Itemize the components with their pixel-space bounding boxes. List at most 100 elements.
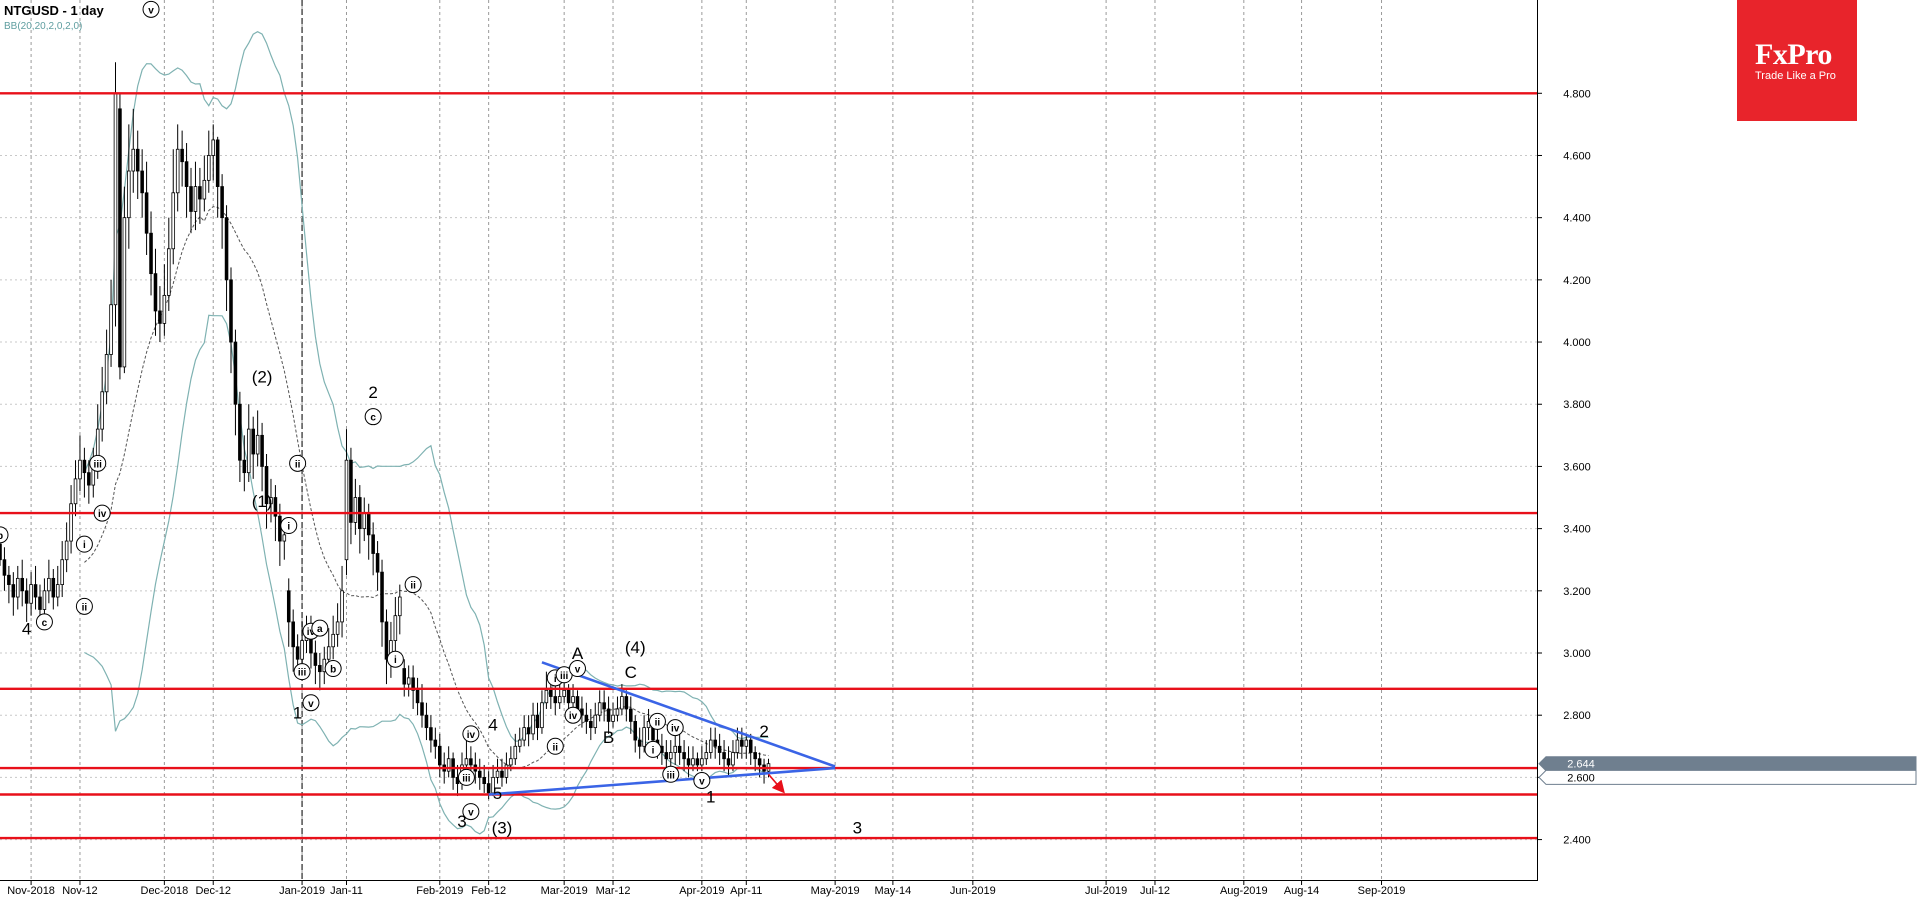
candle-body-bull <box>731 752 735 766</box>
x-tick-label: Nov-12 <box>62 885 97 897</box>
candle <box>207 130 211 193</box>
subwave-circle <box>693 771 711 789</box>
candle <box>624 690 629 722</box>
candle <box>82 447 87 498</box>
candle-body-bear <box>260 434 264 467</box>
subwave-circle <box>404 576 422 594</box>
candle <box>0 534 2 566</box>
candle-body-bull <box>611 714 615 722</box>
subwave-label: v <box>302 694 320 712</box>
candle-body-bull <box>109 304 113 355</box>
candle <box>255 410 260 467</box>
candle-body-bear <box>380 571 384 623</box>
candle-body-bear <box>278 515 282 542</box>
wave-label: 3 <box>853 818 862 837</box>
wave-label: 3 <box>457 812 466 831</box>
candle-body-bull <box>55 584 60 598</box>
candle-body-bear <box>233 341 238 405</box>
candle-body-bull <box>704 752 709 760</box>
candle <box>78 435 82 492</box>
x-tick-label: Nov-2018 <box>7 885 55 897</box>
subwave-text: ii <box>82 602 88 613</box>
candle-body-bear <box>748 739 753 753</box>
candle-body-bear <box>238 403 242 461</box>
x-tick-label: May-14 <box>875 885 912 897</box>
candle-body-bull <box>326 646 331 660</box>
y-tick-label: 3.800 <box>1563 399 1591 411</box>
candle <box>198 167 202 224</box>
price-tag: 2.600 <box>1538 769 1917 785</box>
candle <box>375 541 380 591</box>
subwave-text: c <box>42 618 48 629</box>
candle-body-bull <box>246 428 251 474</box>
fxpro-logo: FxPro Trade Like a Pro <box>1737 0 1857 121</box>
candle <box>29 572 33 616</box>
subwave-circle <box>364 408 382 426</box>
subwave-circle <box>324 660 342 678</box>
candle-body-bull <box>398 596 402 617</box>
candle-body-bear <box>486 783 491 794</box>
candle-body-bull <box>509 758 513 766</box>
wave-label: (1) <box>252 492 273 511</box>
subwave-text: iii <box>560 671 569 682</box>
candle-body-bear <box>251 428 255 455</box>
candle-body-bull <box>735 739 740 753</box>
candle-body-bull <box>113 92 118 306</box>
candle <box>220 174 224 249</box>
subwave-text: b <box>0 531 3 542</box>
candle <box>349 447 353 545</box>
candle <box>704 740 709 765</box>
subwave-text: iii <box>667 770 676 781</box>
candle-body-bear <box>575 696 580 710</box>
subwave-label: i <box>75 535 93 553</box>
candle <box>673 733 677 765</box>
candle <box>513 733 518 765</box>
subwave-label: ii <box>648 712 666 730</box>
subwave-circle <box>89 454 107 472</box>
candle <box>429 715 433 753</box>
wave-label: (2) <box>252 367 273 386</box>
candle-body-bull <box>540 702 544 729</box>
wave-label: (4) <box>625 638 646 657</box>
candle <box>637 727 642 759</box>
subwave-text: i <box>652 745 655 756</box>
candle <box>189 167 193 234</box>
y-axis-area <box>1537 0 1918 898</box>
candle <box>438 733 442 778</box>
candle-body-bear <box>140 170 144 194</box>
candle-body-bear <box>633 721 638 741</box>
candle-body-bear <box>682 752 686 760</box>
candle <box>606 696 611 734</box>
x-tick-label: Aug-2019 <box>1220 885 1268 897</box>
candle-body-bull <box>122 217 127 368</box>
candle-body-bull <box>504 764 509 778</box>
candle-body-bear <box>273 497 278 517</box>
candle-body-bear <box>757 758 762 766</box>
x-tick-label: Feb-12 <box>471 885 506 897</box>
candle <box>353 478 358 535</box>
x-axis-area <box>0 880 1918 898</box>
candle-body-bear <box>686 758 691 766</box>
wave-label: A <box>572 644 584 663</box>
candle-body-bear <box>198 186 202 200</box>
subwave-circle <box>462 725 480 743</box>
candle <box>593 702 598 734</box>
candle-body-bear <box>438 745 442 766</box>
candle <box>682 740 686 772</box>
wave-label: 4 <box>22 619 31 638</box>
candle <box>540 690 544 734</box>
candle-body-bear <box>726 758 731 766</box>
subwave-text: v <box>699 776 705 787</box>
candle <box>251 416 255 479</box>
y-tick-label: 3.400 <box>1563 524 1591 536</box>
indicator-label: BB(20,20,2,0,2,0) <box>4 21 83 32</box>
subwave-circle <box>35 613 53 631</box>
candle-body-bull <box>78 459 82 480</box>
subwave-circle <box>293 663 311 681</box>
subwave-circle <box>648 712 666 730</box>
x-tick-label: Jul-2019 <box>1085 885 1127 897</box>
subwave-label: iii <box>457 768 475 786</box>
candle-body-bear <box>411 677 415 691</box>
candle-body-bear <box>24 590 29 604</box>
